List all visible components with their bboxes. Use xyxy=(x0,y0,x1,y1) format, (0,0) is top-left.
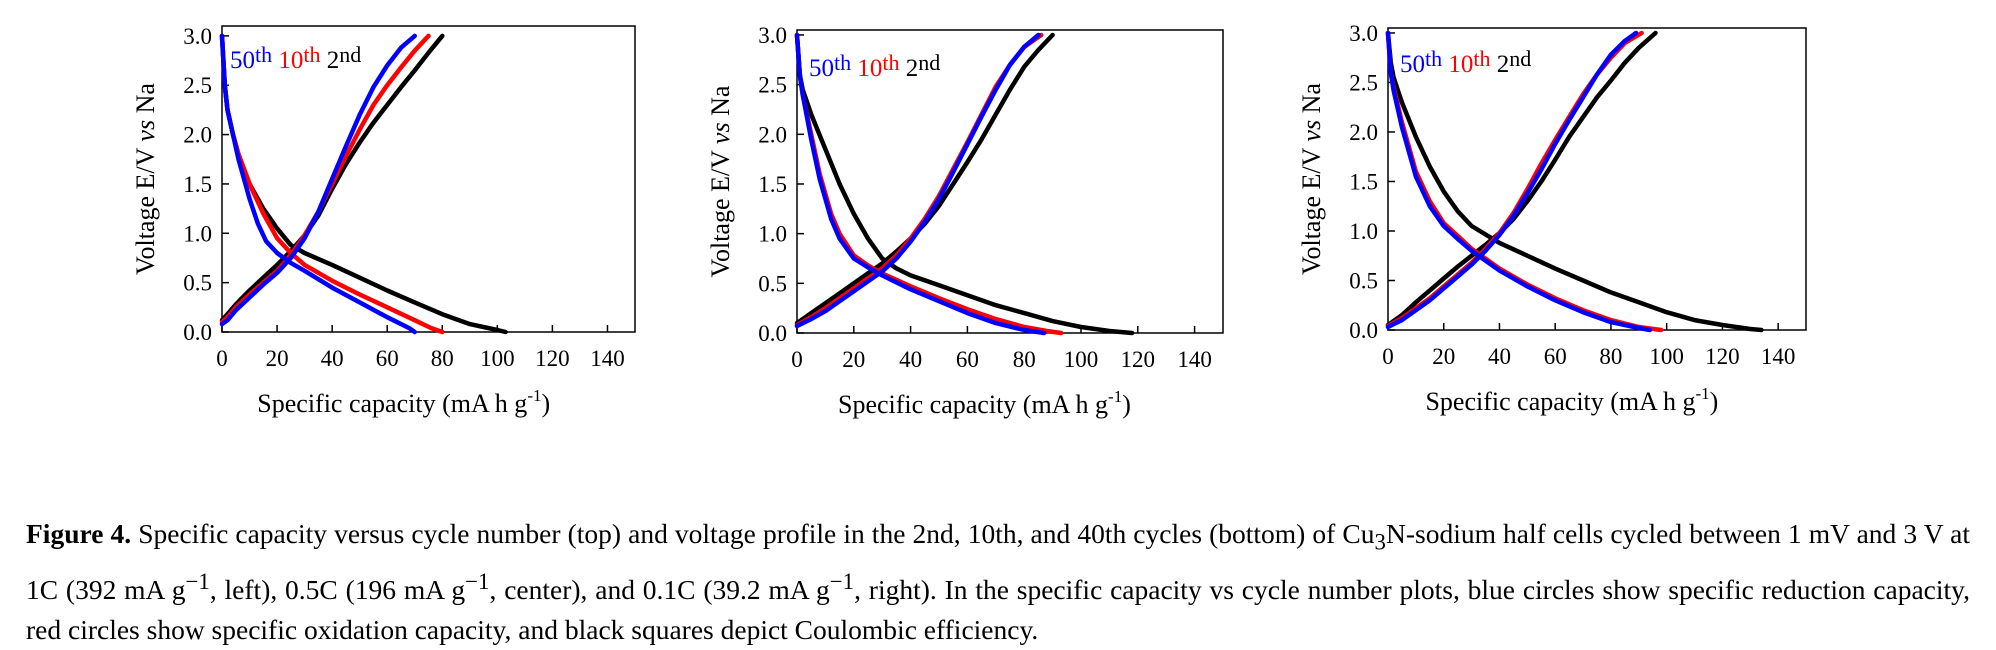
legend: 50th 10th 2nd xyxy=(230,42,361,74)
y-tick-label: 1.5 xyxy=(1349,169,1378,194)
caption-sub-3: 3 xyxy=(1375,529,1386,554)
x-tick-label: 0 xyxy=(791,347,803,372)
legend-entry-2nd: 2 xyxy=(1497,51,1510,78)
legend-entry-50th: 50 xyxy=(809,55,834,82)
y-tick-label: 2.5 xyxy=(183,73,212,98)
legend-entry-2nd: 2 xyxy=(906,55,919,82)
x-tick-label: 60 xyxy=(956,347,979,372)
caption-sup-1: −1 xyxy=(185,569,209,594)
chart-panel-2: 0 20 40 60 80 100 120 140 0.0 0.5 1.0 1.5 2.0 2.5 3.0 S… xyxy=(706,23,1223,419)
y-tick-label: 2.0 xyxy=(183,123,212,148)
y-tick-label: 0.5 xyxy=(183,271,212,296)
legend-entry-2nd: 2 xyxy=(327,47,340,74)
legend: 50th 10th 2nd xyxy=(809,50,940,82)
x-tick-label: 0 xyxy=(1382,344,1394,369)
y-axis-title: Voltage E/V vs Na xyxy=(706,85,735,277)
caption-text-4: , center), and 0.1C (39.2 mA g xyxy=(490,574,830,605)
x-tick-label: 120 xyxy=(535,346,570,371)
caption-sup-2: −1 xyxy=(465,569,489,594)
legend: 50th 10th 2nd xyxy=(1400,46,1531,78)
caption-text-1: Specific capacity versus cycle number (t… xyxy=(131,518,1374,549)
y-tick-label: 0.5 xyxy=(758,271,787,296)
x-tick-label: 20 xyxy=(842,347,865,372)
x-tick-label: 100 xyxy=(1064,347,1099,372)
chart-panel-1: 0 20 40 60 80 100 120 140 0.0 0.5 1.0 1.5 2.0 2.5 3.0 S… xyxy=(131,24,635,418)
legend-entry-50th: 50 xyxy=(230,47,255,74)
x-tick-label: 100 xyxy=(1649,344,1684,369)
series-2nd-discharge-line xyxy=(222,36,506,332)
x-tick-label: 140 xyxy=(1761,344,1796,369)
x-axis-title: Specific capacity (mA h g-1) xyxy=(257,386,550,418)
y-tick-label: 0.0 xyxy=(758,321,787,346)
x-tick-label: 60 xyxy=(376,346,399,371)
y-tick-label: 3.0 xyxy=(1349,21,1378,46)
legend-entry-10th: 10 xyxy=(1448,51,1473,78)
x-tick-label: 80 xyxy=(431,346,454,371)
legend-entry-10th: 10 xyxy=(857,55,882,82)
series-10th-charge-line xyxy=(1388,33,1642,326)
x-axis-title: Specific capacity (mA h g-1) xyxy=(838,387,1131,419)
x-tick-label: 80 xyxy=(1013,347,1036,372)
x-tick-label: 20 xyxy=(1432,344,1455,369)
legend-entry-10th: 10 xyxy=(278,47,303,74)
y-tick-label: 1.0 xyxy=(1349,219,1378,244)
x-tick-label: 120 xyxy=(1705,344,1740,369)
legend-entry-50th: 50 xyxy=(1400,51,1425,78)
x-tick-label: 80 xyxy=(1599,344,1622,369)
y-tick-label: 1.0 xyxy=(758,222,787,247)
y-axis-title: Voltage E/V vs Na xyxy=(131,83,160,275)
caption-sup-3: −1 xyxy=(830,569,854,594)
x-tick-label: 140 xyxy=(590,346,625,371)
chart-panel-3: 0 20 40 60 80 100 120 140 0.0 0.5 1.0 1.5 2.0 2.5 3.0 S… xyxy=(1297,21,1806,416)
y-tick-label: 3.0 xyxy=(758,23,787,48)
y-tick-label: 0.0 xyxy=(1349,318,1378,343)
x-tick-label: 120 xyxy=(1121,347,1156,372)
x-tick-label: 20 xyxy=(266,346,289,371)
x-tick-label: 40 xyxy=(899,347,922,372)
x-tick-label: 40 xyxy=(1488,344,1511,369)
y-tick-label: 2.5 xyxy=(758,73,787,98)
x-tick-label: 140 xyxy=(1177,347,1212,372)
caption-text-3: , left), 0.5C (196 mA g xyxy=(210,574,465,605)
y-tick-label: 0.5 xyxy=(1349,268,1378,293)
y-tick-label: 1.5 xyxy=(758,172,787,197)
series-50th-charge-line xyxy=(1388,33,1636,327)
x-tick-label: 100 xyxy=(480,346,515,371)
x-tick-label: 0 xyxy=(216,346,228,371)
y-tick-label: 2.5 xyxy=(1349,70,1378,95)
x-axis-title: Specific capacity (mA h g-1) xyxy=(1425,384,1718,416)
x-tick-label: 40 xyxy=(321,346,344,371)
y-tick-label: 0.0 xyxy=(183,320,212,345)
series-10th-discharge-line xyxy=(797,35,1061,333)
caption-label: Figure 4. xyxy=(26,518,131,549)
y-tick-label: 2.0 xyxy=(1349,120,1378,145)
y-tick-label: 3.0 xyxy=(183,24,212,49)
y-tick-label: 2.0 xyxy=(758,122,787,147)
x-tick-label: 60 xyxy=(1544,344,1567,369)
y-axis-title: Voltage E/V vs Na xyxy=(1297,83,1326,275)
y-tick-label: 1.0 xyxy=(183,221,212,246)
y-tick-label: 1.5 xyxy=(183,172,212,197)
